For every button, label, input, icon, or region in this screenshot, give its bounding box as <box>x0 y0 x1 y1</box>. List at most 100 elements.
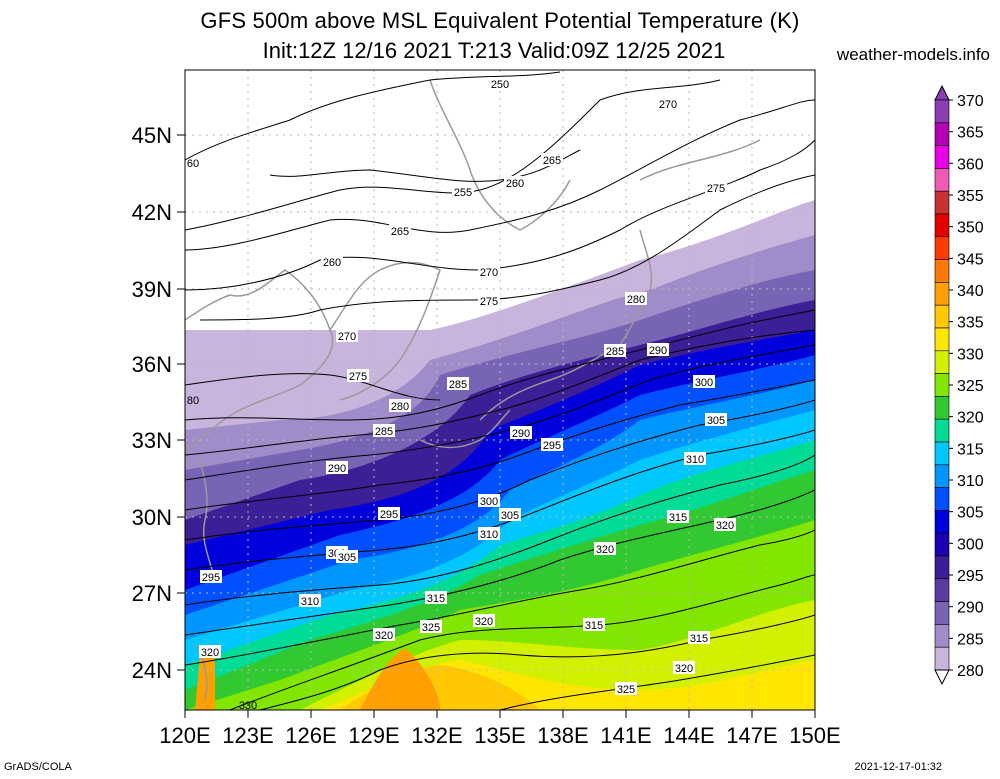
field-layer: 250 255 260 260 265 265 270 270 270 275 … <box>185 70 815 710</box>
lat-label: 36N <box>132 352 172 377</box>
colorbar-swatch <box>934 624 950 648</box>
colorbar-top-arrow <box>934 84 950 101</box>
longitude-labels: 120E 123E 126E 129E 132E 135E 138E 141E … <box>159 723 840 748</box>
colorbar-swatch <box>934 190 950 215</box>
contour-label: 320 <box>596 544 614 556</box>
lon-label: 126E <box>285 723 336 748</box>
colorbar-label: 370 <box>957 93 984 110</box>
lon-label: 135E <box>474 723 525 748</box>
contour-label: 270 <box>480 267 498 279</box>
contour-label: 285 <box>375 426 393 438</box>
colorbar-swatch <box>934 441 950 466</box>
colorbar-swatch <box>934 646 950 671</box>
contour-label: 315 <box>585 620 603 632</box>
contour-label: 270 <box>659 99 677 111</box>
colorbar-swatch <box>934 532 950 557</box>
colorbar-swatch <box>934 510 950 534</box>
colorbar-label: 280 <box>957 663 984 680</box>
colorbar-swatch <box>934 487 950 511</box>
contour-label: 310 <box>686 454 704 466</box>
colorbar-label: 310 <box>957 473 984 490</box>
contour-label: 285 <box>606 346 624 358</box>
colorbar-swatch <box>934 555 950 580</box>
contour-label: 300 <box>695 377 713 389</box>
contour-label: 60 <box>187 158 199 170</box>
contour-label: 260 <box>506 178 524 190</box>
site-credit: weather-models.info <box>836 45 990 64</box>
colorbar: 370 365 360 355 350 345 340 335 330 325 320 315 310 3… <box>934 84 984 686</box>
colorbar-label: 350 <box>957 220 984 237</box>
colorbar-label: 315 <box>957 441 984 458</box>
colorbar-label: 330 <box>957 346 984 363</box>
contour-label: 305 <box>501 510 519 522</box>
colorbar-label: 340 <box>957 283 984 300</box>
footer-timestamp: 2021-12-17-01:32 <box>854 761 942 773</box>
colorbar-swatch <box>934 236 950 260</box>
contour-label: 325 <box>617 684 635 696</box>
colorbar-swatch <box>934 418 950 443</box>
lon-label: 138E <box>537 723 588 748</box>
contour-labels: 250 255 260 260 265 265 270 270 270 275 … <box>187 77 736 710</box>
lat-label: 45N <box>132 123 172 148</box>
contour-label: 290 <box>328 463 346 475</box>
colorbar-swatch <box>934 327 950 352</box>
colorbar-swatch <box>934 99 950 124</box>
contour-label: 280 <box>391 401 409 413</box>
contour-label: 305 <box>338 552 356 564</box>
contour-label: 285 <box>449 379 467 391</box>
colorbar-swatch <box>934 122 950 146</box>
colorbar-label: 335 <box>957 315 984 332</box>
colorbar-swatch <box>934 396 950 420</box>
colorbar-bottom-arrow <box>934 669 950 686</box>
lat-label: 42N <box>132 200 172 225</box>
contour-label: 310 <box>301 596 319 608</box>
contour-label: 265 <box>391 226 409 238</box>
contour-label: 315 <box>427 593 445 605</box>
lon-label: 132E <box>411 723 462 748</box>
contour-label: 250 <box>491 79 509 91</box>
colorbar-label: 360 <box>957 156 984 173</box>
isentropes <box>185 71 815 710</box>
lat-label: 27N <box>132 581 172 606</box>
colorbar-swatch <box>934 350 950 374</box>
chart-subtitle: Init:12Z 12/16 2021 T:213 Valid:09Z 12/2… <box>0 38 1000 64</box>
contour-label: 320 <box>675 663 693 675</box>
contour-label: 320 <box>475 616 493 628</box>
contour-label: 280 <box>627 294 645 306</box>
colorbar-label: 345 <box>957 251 984 268</box>
lon-label: 129E <box>348 723 399 748</box>
lon-label: 150E <box>789 723 840 748</box>
contour-label: 275 <box>707 183 725 195</box>
contour-label: 255 <box>454 187 472 199</box>
contour-label: 260 <box>323 257 341 269</box>
lon-label: 120E <box>159 723 210 748</box>
contour-label: 295 <box>202 572 220 584</box>
colorbar-swatch <box>934 145 950 169</box>
colorbar-swatch <box>934 601 950 625</box>
contour-label: 315 <box>669 512 687 524</box>
colorbar-swatch <box>934 282 950 306</box>
colorbar-label: 300 <box>957 536 984 553</box>
lon-label: 144E <box>663 723 714 748</box>
lat-label: 24N <box>132 658 172 683</box>
colorbar-swatch <box>934 259 950 283</box>
colorbar-label: 295 <box>957 568 984 585</box>
colorbar-label: 325 <box>957 378 984 395</box>
colorbar-swatch <box>934 373 950 397</box>
contour-label: 320 <box>375 630 393 642</box>
colorbar-label: 365 <box>957 125 984 142</box>
colorbar-swatch <box>934 168 950 192</box>
colorbar-label: 290 <box>957 600 984 617</box>
contour-label: 275 <box>480 296 498 308</box>
lon-label: 147E <box>726 723 777 748</box>
colorbar-swatch <box>934 464 950 488</box>
contour-label: 320 <box>201 647 219 659</box>
lat-label: 33N <box>132 428 172 453</box>
colorbar-label: 285 <box>957 631 984 648</box>
contour-label: 290 <box>512 428 530 440</box>
contour-label: 275 <box>349 371 367 383</box>
colorbar-label: 320 <box>957 410 984 427</box>
contour-label: 295 <box>380 509 398 521</box>
lat-label: 39N <box>132 277 172 302</box>
